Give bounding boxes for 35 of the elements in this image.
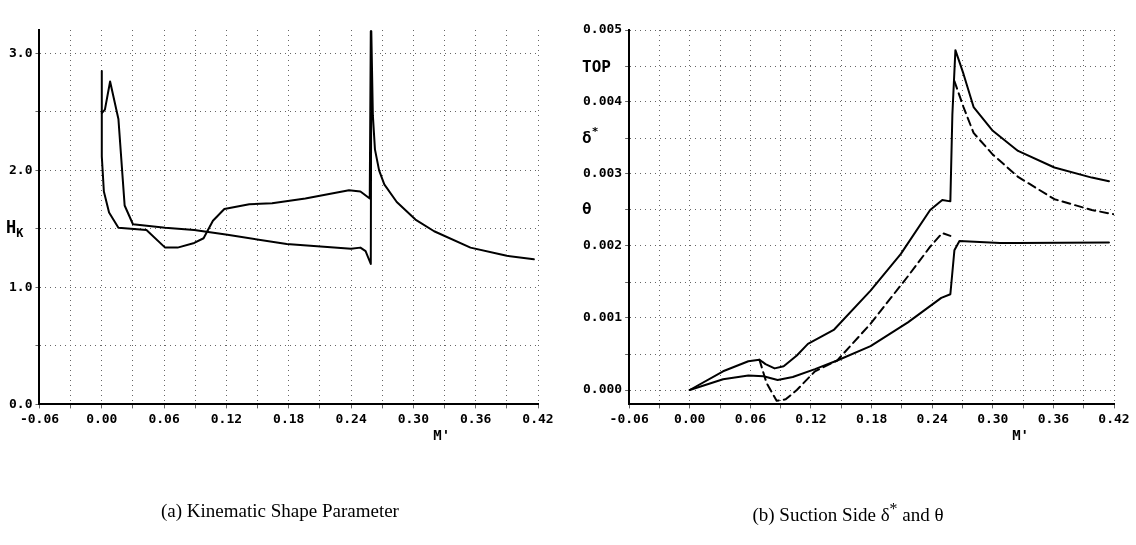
text: (a) Kinematic Shape Parameter — [160, 500, 400, 522]
x-tick-label: 0.12 — [210, 410, 243, 426]
text: TOP — [582, 56, 611, 76]
y-tick-label: 3.0 — [9, 44, 33, 60]
x-tick-label: 0.30 — [977, 410, 1009, 426]
y-tick-label: 0.005 — [582, 21, 623, 37]
x-tick-label: 0.30 — [397, 410, 430, 426]
x-tick-label: 0.00 — [86, 410, 118, 426]
y-tick-label: 0.0 — [9, 395, 33, 411]
y-tick-label: 2.0 — [9, 161, 33, 177]
text: θ — [582, 198, 592, 218]
x-tick-label: 0.36 — [1037, 410, 1070, 426]
text: δ* — [582, 125, 599, 147]
x-tick-label: 0.00 — [674, 410, 706, 426]
y-tick-label: 0.000 — [582, 381, 623, 397]
text: (b) Suction Side δ$^{*}$ and θ — [751, 500, 945, 527]
x-tick-label: 0.12 — [795, 410, 827, 426]
x-axis-title: M' — [433, 427, 451, 444]
y-tick-label: 0.004 — [582, 93, 623, 109]
x-tick-label: 0.06 — [734, 410, 767, 426]
y-tick-label: 0.002 — [582, 237, 623, 253]
x-tick-label: -0.06 — [609, 410, 649, 426]
y-tick-label: 1.0 — [9, 278, 33, 294]
x-tick-label: -0.06 — [19, 410, 60, 426]
y-tick-label: 0.003 — [582, 165, 623, 181]
x-tick-label: 0.18 — [855, 410, 888, 426]
x-tick-label: 0.42 — [522, 410, 554, 426]
y-tick-label: 0.001 — [582, 309, 623, 325]
x-tick-label: 0.24 — [335, 410, 367, 426]
x-tick-label: 0.42 — [1098, 410, 1130, 426]
x-tick-label: 0.24 — [916, 410, 948, 426]
x-tick-label: 0.36 — [460, 410, 492, 426]
x-tick-label: 0.18 — [273, 410, 305, 426]
x-axis-title: M' — [1012, 427, 1030, 444]
x-tick-label: 0.06 — [148, 410, 180, 426]
